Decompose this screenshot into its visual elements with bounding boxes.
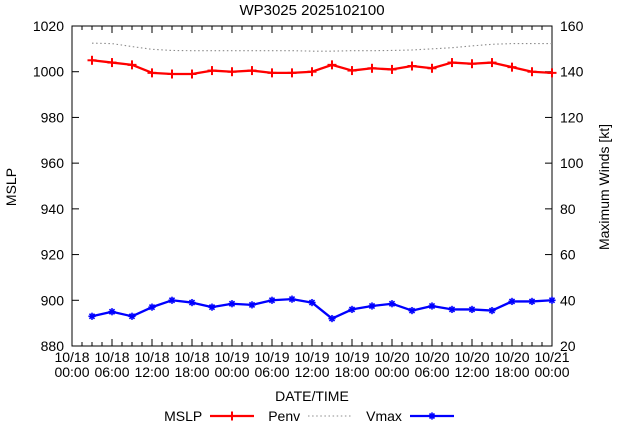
y-tick-label-left: 960 xyxy=(41,155,65,171)
y-tick-label-right: 160 xyxy=(560,18,584,34)
x-tick-label-date: 10/20 xyxy=(374,349,409,365)
x-tick-label-time: 00:00 xyxy=(214,364,249,380)
chart-title: WP3025 2025102100 xyxy=(239,2,385,19)
x-tick-label-time: 18:00 xyxy=(494,364,529,380)
legend-label-penv: Penv xyxy=(268,408,301,424)
marker-asterisk xyxy=(248,301,256,308)
x-tick-label-date: 10/19 xyxy=(214,349,249,365)
x-tick-label-date: 10/20 xyxy=(454,349,489,365)
y-tick-label-right: 120 xyxy=(560,109,584,125)
marker-asterisk xyxy=(128,313,136,320)
marker-asterisk xyxy=(268,297,276,304)
marker-asterisk xyxy=(528,298,536,305)
y-tick-label-left: 900 xyxy=(41,292,65,308)
x-tick-label-date: 10/19 xyxy=(294,349,329,365)
x-tick-label-date: 10/19 xyxy=(254,349,289,365)
x-tick-label-time: 06:00 xyxy=(94,364,129,380)
y-tick-label-left: 940 xyxy=(41,201,65,217)
x-tick-label-time: 06:00 xyxy=(254,364,289,380)
x-tick-label-date: 10/19 xyxy=(334,349,369,365)
y-axis-label-right: Maximum Winds [kt] xyxy=(596,124,612,251)
x-tick-label-time: 00:00 xyxy=(534,364,569,380)
marker-asterisk xyxy=(208,304,216,311)
marker-asterisk xyxy=(428,302,436,310)
marker-asterisk xyxy=(488,307,496,314)
y-tick-label-left: 880 xyxy=(41,338,65,354)
marker-asterisk xyxy=(108,308,116,315)
legend-item-penv: Penv xyxy=(268,408,353,424)
marker-asterisk xyxy=(408,307,416,314)
x-tick-label-date: 10/18 xyxy=(174,349,209,365)
legend-sample-vmax xyxy=(409,412,454,420)
y-tick-label-right: 80 xyxy=(560,201,576,217)
y-tick-label-left: 980 xyxy=(41,109,65,125)
marker-asterisk xyxy=(328,315,336,322)
y-axis-label-left: MSLP xyxy=(3,167,19,207)
legend-label-mslp: MSLP xyxy=(164,408,203,424)
marker-asterisk xyxy=(448,306,456,313)
y-tick-label-right: 40 xyxy=(560,292,576,308)
marker-asterisk xyxy=(148,304,156,311)
y-tick-label-right: 140 xyxy=(560,64,584,80)
marker-asterisk xyxy=(288,296,296,303)
legend-item-mslp: MSLP xyxy=(164,408,255,424)
marker-asterisk xyxy=(388,300,396,307)
x-tick-label-time: 12:00 xyxy=(294,364,329,380)
x-axis-label: DATE/TIME xyxy=(275,388,349,404)
x-tick-label-time: 12:00 xyxy=(454,364,489,380)
x-tick-label-time: 12:00 xyxy=(134,364,169,380)
x-tick-label-date: 10/20 xyxy=(414,349,449,365)
x-tick-label-date: 10/18 xyxy=(54,349,89,365)
marker-asterisk xyxy=(368,302,376,310)
series-penv-line xyxy=(91,42,552,52)
x-tick-label-time: 18:00 xyxy=(174,364,209,380)
x-tick-label-time: 00:00 xyxy=(374,364,409,380)
x-tick-label-date: 10/20 xyxy=(494,349,529,365)
y-tick-label-right: 100 xyxy=(560,155,584,171)
legend-sample-penv xyxy=(308,415,353,417)
marker-asterisk xyxy=(308,299,316,306)
marker-asterisk xyxy=(468,306,476,313)
x-tick-label-time: 06:00 xyxy=(414,364,449,380)
legend-sample-mslp xyxy=(210,411,255,421)
y-tick-label-left: 1020 xyxy=(33,18,64,34)
y-tick-label-left: 1000 xyxy=(33,64,64,80)
legend: MSLP Penv Vmax xyxy=(0,408,619,424)
marker-asterisk xyxy=(548,297,556,304)
marker-asterisk xyxy=(188,299,196,306)
marker-asterisk xyxy=(508,298,516,305)
x-tick-label-time: 18:00 xyxy=(334,364,369,380)
marker-asterisk xyxy=(88,313,96,320)
y-tick-label-right: 20 xyxy=(560,338,576,354)
y-tick-label-right: 60 xyxy=(560,247,576,263)
marker-asterisk xyxy=(348,306,356,313)
series-mslp-line xyxy=(91,59,553,76)
legend-item-vmax: Vmax xyxy=(366,408,455,424)
marker-asterisk xyxy=(228,300,236,307)
series-vmax-line xyxy=(91,297,553,320)
x-tick-label-date: 10/18 xyxy=(134,349,169,365)
legend-label-vmax: Vmax xyxy=(366,408,402,424)
x-tick-label-date: 10/18 xyxy=(94,349,129,365)
x-tick-label-time: 00:00 xyxy=(54,364,89,380)
y-tick-label-left: 920 xyxy=(41,247,65,263)
x-tick-label-date: 10/21 xyxy=(534,349,569,365)
marker-asterisk xyxy=(168,297,176,304)
